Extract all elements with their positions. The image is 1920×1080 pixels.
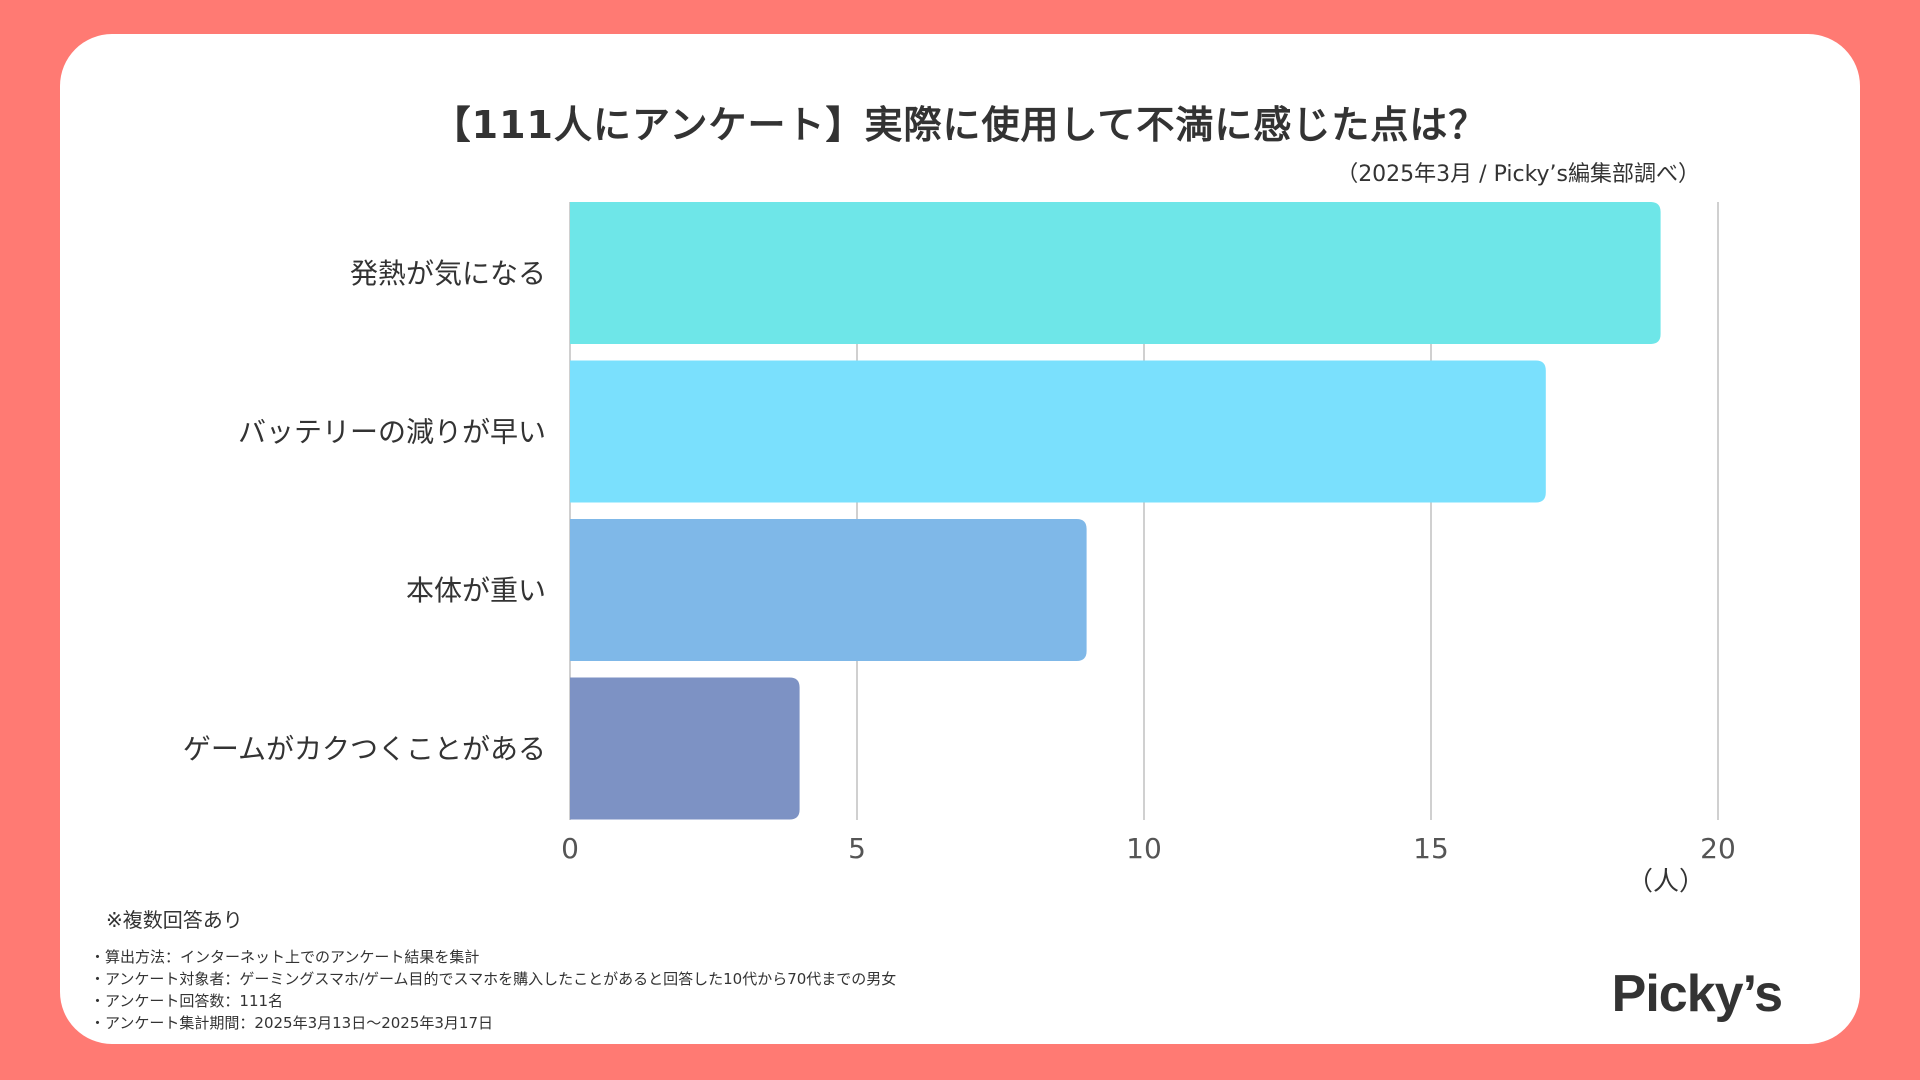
chart-source: （2025年3月 / Picky’s編集部調べ） (1336, 162, 1700, 187)
category-label: 本体が重い (406, 574, 546, 607)
x-tick-label: 15 (1413, 832, 1449, 865)
bar (570, 202, 1661, 344)
bar (570, 677, 800, 820)
survey-method-list: ・算出方法：インターネット上でのアンケート結果を集計 ・アンケート対象者：ゲーミ… (90, 946, 896, 1034)
x-tick-label: 5 (848, 832, 866, 865)
pickys-logo: Picky’s (1611, 965, 1783, 1023)
method-item: ・アンケート集計期間：2025年3月13日〜2025年3月17日 (90, 1014, 494, 1032)
x-tick-label: 10 (1126, 832, 1162, 865)
chart-card: 【111人にアンケート】実際に使用して不満に感じた点は？ （2025年3月 / … (60, 34, 1860, 1044)
x-axis-unit-label: （人） (1627, 867, 1705, 897)
method-item: ・アンケート回答数：111名 (90, 992, 284, 1010)
multiple-answers-note: ※複数回答あり (106, 908, 243, 932)
method-item: ・アンケート対象者：ゲーミングスマホ/ゲーム目的でスマホを購入したことがあると回… (90, 970, 897, 988)
category-label: ゲームがカクつくことがある (183, 733, 546, 766)
bar (570, 360, 1546, 503)
bar (570, 519, 1087, 661)
chart-title: 【111人にアンケート】実際に使用して不満に感じた点は？ (432, 103, 1488, 147)
method-item: ・算出方法：インターネット上でのアンケート結果を集計 (90, 948, 480, 966)
category-label: 発熱が気になる (350, 257, 546, 290)
x-tick-label: 20 (1700, 832, 1736, 865)
x-tick-label: 0 (561, 832, 579, 865)
category-label: バッテリーの減りが早い (238, 416, 546, 449)
